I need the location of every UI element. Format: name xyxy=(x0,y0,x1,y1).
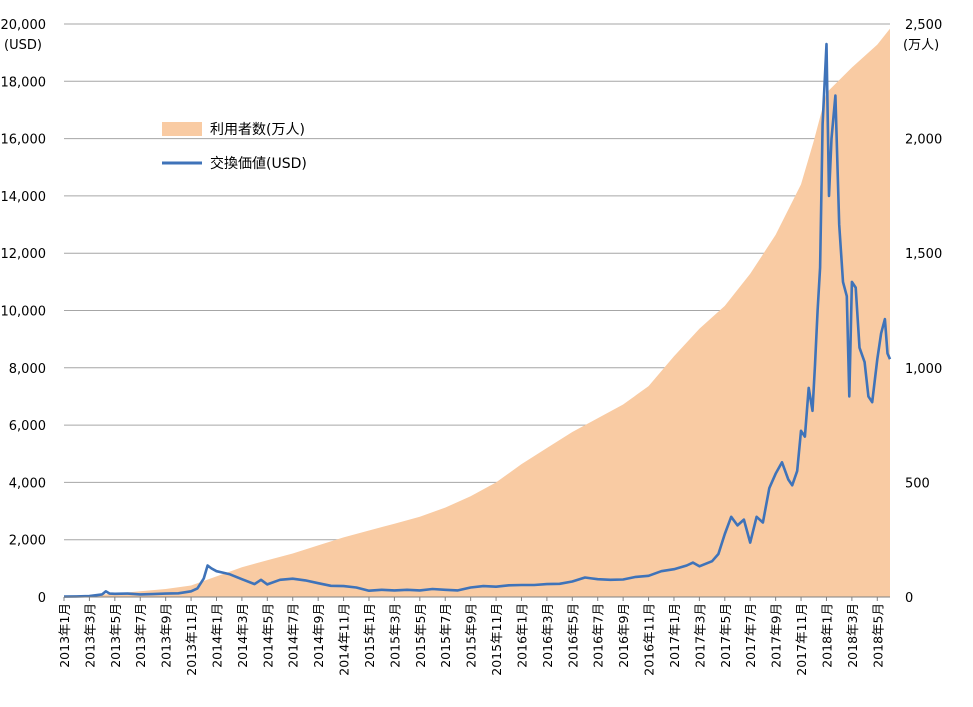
x-axis-tick-label: 2014年11月 xyxy=(337,603,352,676)
x-axis-tick-label: 2013年5月 xyxy=(108,603,123,668)
x-axis-tick-label: 2013年7月 xyxy=(133,603,148,668)
axes: 0 2,000 4,000 6,000 8,000 10,000 12,000 14,000 1… xyxy=(1,18,943,676)
user-count-area-layer xyxy=(64,28,890,598)
x-axis-tick-label: 2014年9月 xyxy=(311,603,326,668)
left-axis-unit: (USD) xyxy=(4,38,42,53)
legend-label-user-count: 利用者数(万人) xyxy=(210,122,305,138)
x-axis-tick-label: 2015年3月 xyxy=(387,603,402,668)
left-axis-tick-label: 12,000 xyxy=(1,247,47,262)
x-axis-tick-label: 2016年1月 xyxy=(514,603,529,668)
right-axis-unit: (万人) xyxy=(903,38,939,53)
x-axis-tick-label: 2015年7月 xyxy=(438,603,453,668)
x-axis-tick-label: 2015年1月 xyxy=(362,603,377,668)
x-axis-tick-label: 2017年5月 xyxy=(718,603,733,668)
exchange-value-line xyxy=(63,42,892,598)
x-axis-tick-label: 2013年1月 xyxy=(57,603,72,668)
left-axis-tick-label: 16,000 xyxy=(1,133,47,148)
right-axis-tick-label: 1,500 xyxy=(905,247,942,262)
left-axis-tick-label: 20,000 xyxy=(1,18,47,33)
left-axis-tick-label: 0 xyxy=(38,591,46,606)
left-axis-tick-label: 10,000 xyxy=(1,305,47,320)
left-axis-tick-label: 6,000 xyxy=(9,419,46,434)
x-axis-tick-label: 2015年11月 xyxy=(489,603,504,676)
x-axis-tick-label: 2017年3月 xyxy=(692,603,707,668)
x-axis-tick-label: 2016年11月 xyxy=(642,603,657,676)
x-axis-tick-label: 2016年7月 xyxy=(591,603,606,668)
right-axis-tick-label: 0 xyxy=(905,591,913,606)
x-axis-tick-label: 2016年3月 xyxy=(540,603,555,668)
x-axis-tick-label: 2014年7月 xyxy=(286,603,301,668)
right-axis-tick-label: 2,000 xyxy=(905,133,942,148)
right-axis-tick-label: 2,500 xyxy=(905,18,942,33)
right-axis-tick-label: 1,000 xyxy=(905,362,942,377)
x-axis-tick-label: 2017年1月 xyxy=(667,603,682,668)
exchange-value-line-layer xyxy=(63,42,892,598)
left-axis-tick-label: 18,000 xyxy=(1,75,47,90)
x-axis-tick-label: 2017年11月 xyxy=(794,603,809,676)
left-axis-tick-label: 14,000 xyxy=(1,190,47,205)
x-axis-tick-label: 2018年5月 xyxy=(870,603,885,668)
x-axis-tick-label: 2013年9月 xyxy=(159,603,174,668)
x-axis-tick-label: 2013年11月 xyxy=(184,603,199,676)
x-axis-tick-label: 2015年5月 xyxy=(413,603,428,668)
gridlines xyxy=(64,23,890,541)
legend: 利用者数(万人) 交換価値(USD) xyxy=(162,122,307,172)
left-axis-tick-label: 2,000 xyxy=(9,534,46,549)
x-axis-tick-label: 2017年9月 xyxy=(769,603,784,668)
x-axis-tick-label: 2016年9月 xyxy=(616,603,631,668)
right-axis-tick-label: 500 xyxy=(905,476,930,491)
x-axis-tick-label: 2017年7月 xyxy=(743,603,758,668)
x-axis-tick-label: 2014年3月 xyxy=(235,603,250,668)
x-axis-tick-label: 2013年3月 xyxy=(82,603,97,668)
x-axis-tick-label: 2018年3月 xyxy=(845,603,860,668)
x-axis-tick-label: 2014年1月 xyxy=(209,603,224,668)
x-axis-tick-label: 2014年5月 xyxy=(260,603,275,668)
left-axis-tick-label: 8,000 xyxy=(9,362,46,377)
legend-label-exchange-value: 交換価値(USD) xyxy=(210,155,307,172)
left-axis-tick-label: 4,000 xyxy=(9,476,46,491)
x-axis-tick-label: 2016年5月 xyxy=(565,603,580,668)
legend-swatch-user-count xyxy=(162,122,202,136)
user-count-area xyxy=(64,28,890,598)
x-axis-tick-label: 2015年9月 xyxy=(464,603,479,668)
x-axis-tick-label: 2018年1月 xyxy=(819,603,834,668)
